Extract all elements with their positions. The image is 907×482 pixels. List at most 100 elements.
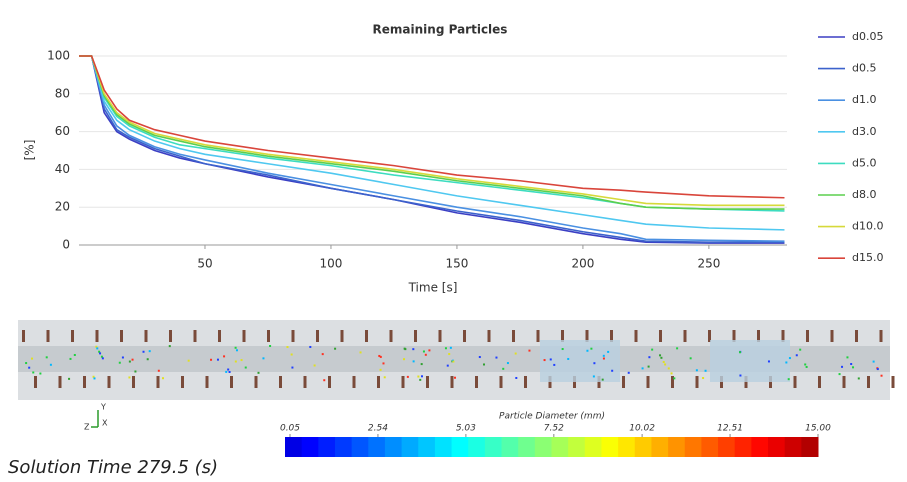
legend-label: d0.5 (852, 62, 876, 75)
colorbar-cell (552, 437, 569, 457)
particle (515, 353, 517, 355)
particle (690, 357, 692, 359)
particle (404, 348, 406, 350)
insert (540, 340, 620, 382)
colorbar-cell (668, 437, 685, 457)
colorbar-tick-label: 15.00 (805, 424, 831, 434)
baffle (794, 376, 797, 388)
screen: Remaining Particles Time [s] [%] Y Z X P… (0, 0, 907, 482)
colorbar-cell (318, 437, 335, 457)
legend-label: d0.05 (852, 30, 883, 43)
baffle (659, 330, 662, 342)
baffle (475, 376, 478, 388)
particle (806, 366, 808, 368)
colorbar-cell (502, 437, 519, 457)
baffle (843, 376, 846, 388)
baffle (855, 330, 858, 342)
particle (39, 373, 41, 375)
particle (122, 356, 124, 358)
triad-z-label: Z (84, 423, 90, 432)
particle (421, 375, 423, 377)
particle (291, 367, 293, 369)
baffle (463, 330, 466, 342)
triad-x-label: X (102, 419, 108, 428)
colorbar-cell (468, 437, 485, 457)
particle (553, 364, 555, 366)
particle (651, 349, 653, 351)
colorbar-cell (368, 437, 385, 457)
particle (322, 353, 324, 355)
baffle (34, 376, 37, 388)
baffle (537, 330, 540, 342)
particle (286, 346, 288, 348)
baffle (83, 376, 86, 388)
particle (607, 351, 609, 353)
legend-label: d10.0 (852, 220, 883, 233)
particle (149, 350, 151, 352)
baffle (279, 376, 282, 388)
legend-label: d8.0 (852, 188, 876, 201)
colorbar-cell (485, 437, 502, 457)
particle (245, 367, 247, 369)
solution-time: Solution Time 279.5 (s) (8, 457, 218, 478)
particle (881, 375, 883, 377)
colorbar-cell (718, 437, 735, 457)
particle (134, 370, 136, 372)
baffle (341, 330, 344, 342)
baffle (647, 376, 650, 388)
chart-title: Remaining Particles (373, 23, 508, 37)
particle (143, 351, 145, 353)
particle (804, 363, 806, 365)
baffle (892, 376, 895, 388)
particle (445, 347, 447, 349)
colorbar-cell (402, 437, 419, 457)
particle (788, 378, 790, 380)
particle (544, 359, 546, 361)
particle (334, 348, 336, 350)
particle (841, 366, 843, 368)
baffle (96, 330, 99, 342)
baffle (328, 376, 331, 388)
particle (479, 356, 481, 358)
particle (412, 348, 414, 350)
particle (360, 351, 362, 353)
particle (129, 361, 131, 363)
baffle (316, 330, 319, 342)
particle (28, 367, 30, 369)
colorbar-cell (435, 437, 452, 457)
y-tick-label: 20 (55, 200, 70, 214)
colorbar-cell (385, 437, 402, 457)
colorbar-cell (785, 437, 802, 457)
particle (852, 366, 854, 368)
particle (407, 376, 409, 378)
particle (454, 377, 456, 379)
particle (74, 354, 76, 356)
baffle (255, 376, 258, 388)
particle (450, 347, 452, 349)
particle (839, 373, 841, 375)
baffle (500, 376, 503, 388)
particle (668, 367, 670, 369)
baffle (132, 376, 135, 388)
particle (447, 365, 449, 367)
colorbar-cell (801, 437, 818, 457)
particle (515, 377, 517, 379)
particle (382, 362, 384, 364)
particle (413, 360, 415, 362)
particle (846, 356, 848, 358)
particle (229, 371, 231, 373)
legend-label: d5.0 (852, 156, 876, 169)
colorbar-cell (285, 437, 302, 457)
particle (448, 353, 450, 355)
particle (147, 358, 149, 360)
colorbar-cell (302, 437, 319, 457)
colorbar-tick-label: 0.05 (280, 424, 300, 434)
baffle (684, 330, 687, 342)
particle (664, 363, 666, 365)
particle (119, 362, 121, 364)
baffle (120, 330, 123, 342)
baffle (243, 330, 246, 342)
baffle (71, 330, 74, 342)
particle (768, 360, 770, 362)
particle (528, 350, 530, 352)
